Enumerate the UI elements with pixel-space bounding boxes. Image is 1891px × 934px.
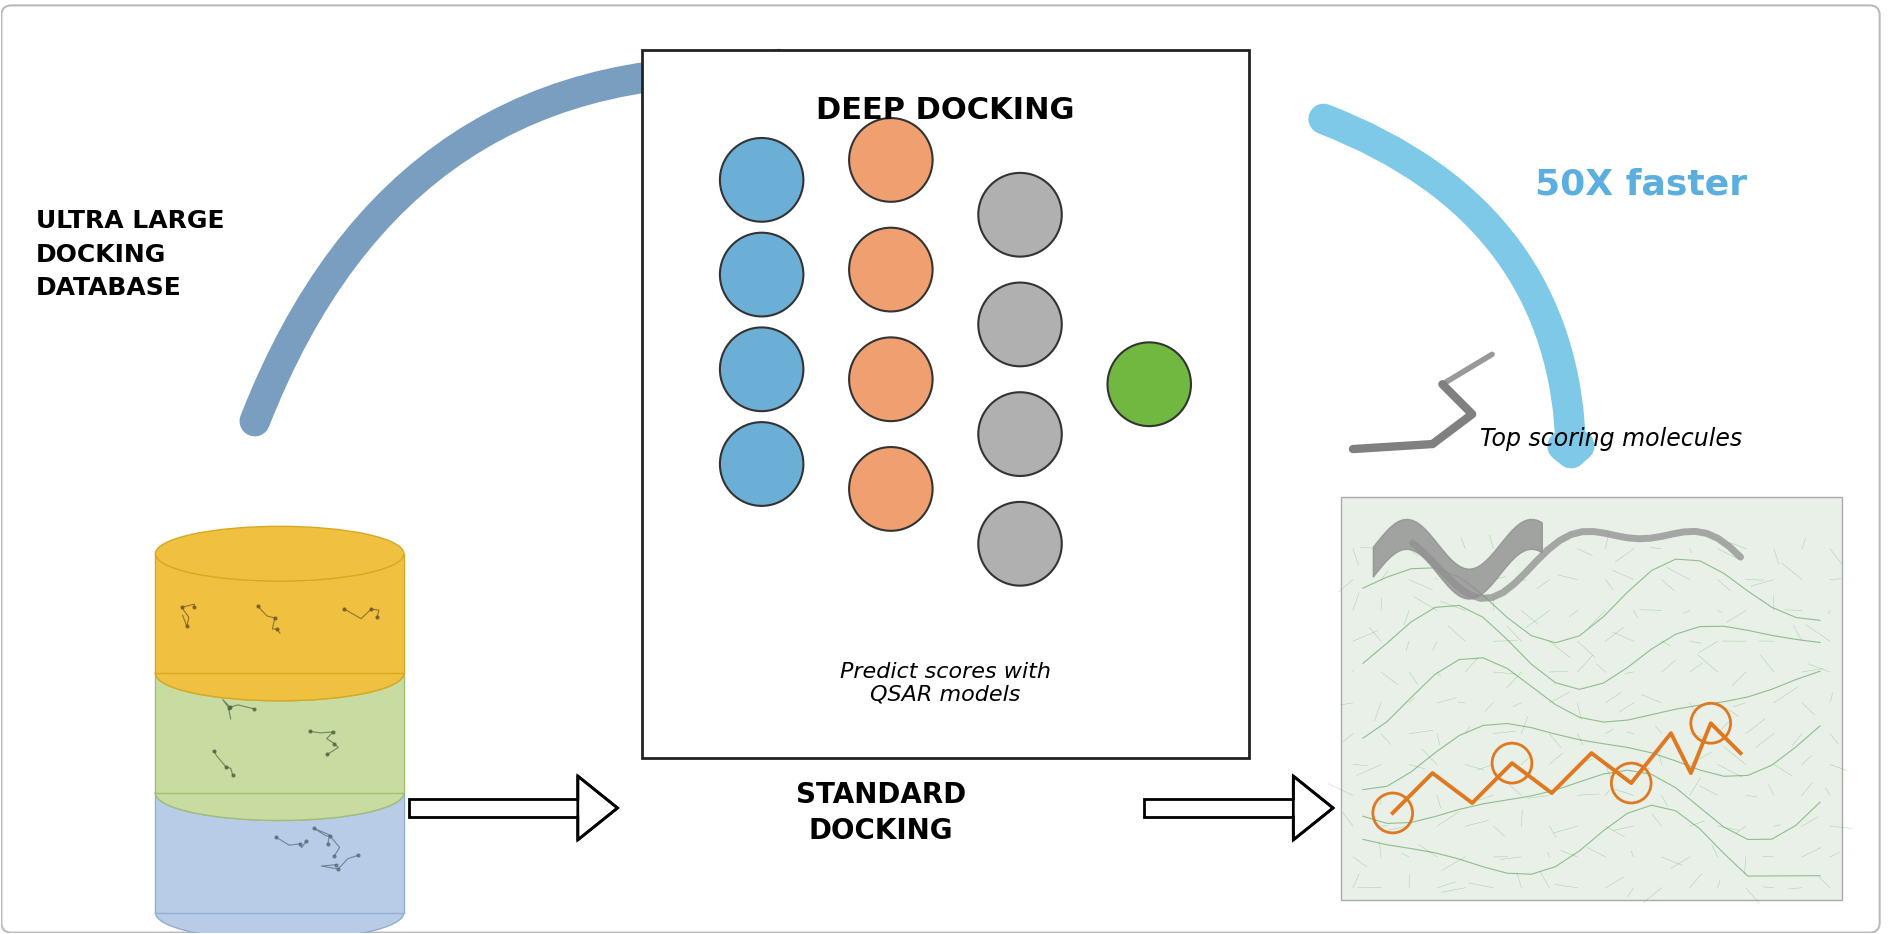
- FancyBboxPatch shape: [1341, 497, 1842, 899]
- Ellipse shape: [155, 766, 405, 820]
- Text: ULTRA LARGE
DOCKING
DATABASE: ULTRA LARGE DOCKING DATABASE: [36, 209, 225, 300]
- Text: Top scoring molecules: Top scoring molecules: [1481, 427, 1742, 451]
- Ellipse shape: [155, 885, 405, 934]
- Circle shape: [720, 328, 804, 411]
- Circle shape: [849, 337, 932, 421]
- FancyBboxPatch shape: [643, 50, 1248, 758]
- Polygon shape: [579, 776, 618, 840]
- Circle shape: [720, 422, 804, 506]
- Text: DEEP DOCKING: DEEP DOCKING: [817, 95, 1074, 124]
- Circle shape: [978, 283, 1061, 366]
- Bar: [408, 799, 579, 817]
- Circle shape: [720, 233, 804, 317]
- Ellipse shape: [155, 766, 405, 820]
- Text: Predict scores with
QSAR models: Predict scores with QSAR models: [840, 662, 1051, 705]
- Circle shape: [849, 228, 932, 311]
- Bar: [155, 554, 405, 673]
- Bar: [155, 673, 405, 793]
- Circle shape: [1108, 343, 1191, 426]
- Bar: [155, 793, 405, 913]
- Circle shape: [978, 392, 1061, 476]
- Polygon shape: [1293, 776, 1333, 840]
- Ellipse shape: [155, 527, 405, 581]
- Bar: [1144, 799, 1293, 817]
- Text: 50X faster: 50X faster: [1535, 168, 1747, 202]
- Circle shape: [978, 173, 1061, 257]
- Circle shape: [720, 138, 804, 221]
- Circle shape: [849, 118, 932, 202]
- Ellipse shape: [155, 646, 405, 700]
- Text: STANDARD
DOCKING: STANDARD DOCKING: [796, 781, 966, 845]
- Circle shape: [978, 502, 1061, 586]
- Circle shape: [849, 447, 932, 531]
- FancyBboxPatch shape: [2, 6, 1880, 933]
- Ellipse shape: [155, 646, 405, 700]
